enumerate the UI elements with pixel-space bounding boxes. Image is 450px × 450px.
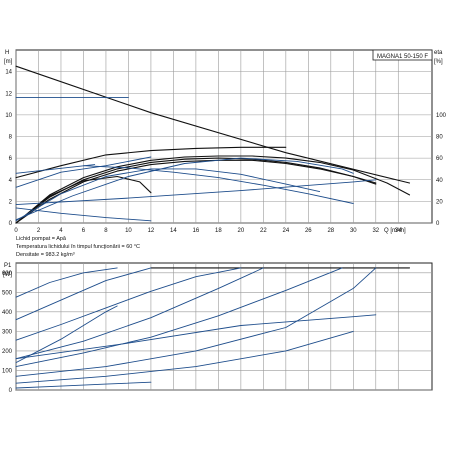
- power-series-line: [15, 381, 152, 389]
- liquid-note: Temperatura lichidului în timpul funcţio…: [16, 244, 140, 250]
- power-series-line: [15, 267, 152, 321]
- power-axis-label: P1: [4, 263, 12, 269]
- head-series-line: [15, 155, 411, 224]
- power-chart-series: [15, 267, 411, 389]
- power-axis-unit: [W]: [3, 272, 12, 278]
- power-series-line: [15, 305, 118, 364]
- head-x-tick-label: 18: [215, 228, 222, 234]
- head-series-line: [15, 65, 411, 184]
- liquid-note: Densitate = 983.2 kg/m³: [16, 252, 75, 258]
- head-y-tick-label: 6: [9, 156, 13, 162]
- head-x-tick-label: 22: [260, 228, 267, 234]
- power-y-tick-label: 100: [2, 368, 13, 374]
- eta-tick-label: 80: [436, 135, 443, 141]
- head-x-tick-label: 28: [327, 228, 334, 234]
- eta-tick-label: 20: [436, 199, 443, 205]
- power-series-line: [15, 267, 343, 368]
- head-series-line: [15, 157, 354, 221]
- power-y-tick-label: 0: [9, 388, 13, 394]
- head-y-tick-label: 10: [5, 113, 12, 119]
- head-series-line: [15, 157, 377, 224]
- head-y-tick-label: 2: [9, 199, 13, 205]
- power-series-line: [15, 267, 242, 341]
- head-series-line: [15, 207, 152, 222]
- head-y-tick-label: 4: [9, 178, 13, 184]
- head-x-tick-label: 12: [148, 228, 155, 234]
- power-y-tick-label: 600: [2, 271, 13, 277]
- head-series-line: [15, 159, 377, 224]
- head-y-tick-label: 0: [9, 221, 13, 227]
- head-chart-series: [15, 65, 411, 224]
- model-label: MAGNA1 50-150 F: [377, 54, 428, 60]
- power-series-line: [15, 314, 377, 360]
- power-series-line: [15, 330, 354, 384]
- head-chart-grid: [15, 49, 433, 224]
- head-x-tick-label: 32: [372, 228, 379, 234]
- head-y-tick-label: 14: [5, 70, 12, 76]
- power-y-tick-label: 400: [2, 310, 13, 316]
- power-y-tick-label: 500: [2, 290, 13, 296]
- eta-axis-unit: [%]: [434, 59, 443, 65]
- eta-tick-label: 60: [436, 156, 443, 162]
- head-series-line: [15, 179, 377, 206]
- head-x-tick-label: 2: [37, 228, 41, 234]
- head-x-tick-label: 34: [395, 228, 402, 234]
- eta-axis-label: eta: [434, 50, 443, 56]
- power-y-tick-label: 200: [2, 349, 13, 355]
- head-x-tick-label: 20: [238, 228, 245, 234]
- head-y-tick-label: 12: [5, 91, 12, 97]
- head-series-line: [83, 165, 354, 204]
- power-chart-grid: [15, 262, 433, 391]
- head-x-tick-label: 8: [104, 228, 108, 234]
- liquid-note: Lichid pompat = Apă: [16, 236, 67, 242]
- chart-labels: 0 2 4 6 8 10 12 14 16 18 20 22 24 26 28 30 32 34024681012…: [2, 49, 447, 394]
- head-series-line: [15, 156, 152, 188]
- head-axis-label: H: [5, 50, 9, 56]
- head-x-tick-label: 10: [125, 228, 132, 234]
- head-x-tick-label: 16: [193, 228, 200, 234]
- head-x-tick-label: 14: [170, 228, 177, 234]
- head-x-tick-label: 30: [350, 228, 357, 234]
- eta-tick-label: 0: [436, 221, 440, 227]
- model-label-box: [372, 49, 433, 61]
- head-x-tick-label: 6: [82, 228, 86, 234]
- head-series-line: [15, 164, 96, 174]
- head-series-line: [15, 168, 321, 222]
- head-x-tick-label: 24: [282, 228, 289, 234]
- head-x-tick-label: 0: [14, 228, 18, 234]
- head-x-tick-label: 26: [305, 228, 312, 234]
- power-series-line: [15, 267, 118, 298]
- power-plot-frame: [15, 262, 433, 391]
- power-series-line: [15, 267, 264, 360]
- eta-tick-label: 100: [436, 113, 447, 119]
- flow-axis-label: Q [m³/h]: [384, 228, 406, 234]
- power-series-line: [15, 267, 377, 377]
- head-x-tick-label: 4: [59, 228, 63, 234]
- head-series-line: [15, 146, 287, 179]
- head-y-tick-label: 8: [9, 135, 13, 141]
- eta-tick-label: 40: [436, 178, 443, 184]
- head-axis-unit: [m]: [4, 59, 13, 65]
- power-y-tick-label: 300: [2, 329, 13, 335]
